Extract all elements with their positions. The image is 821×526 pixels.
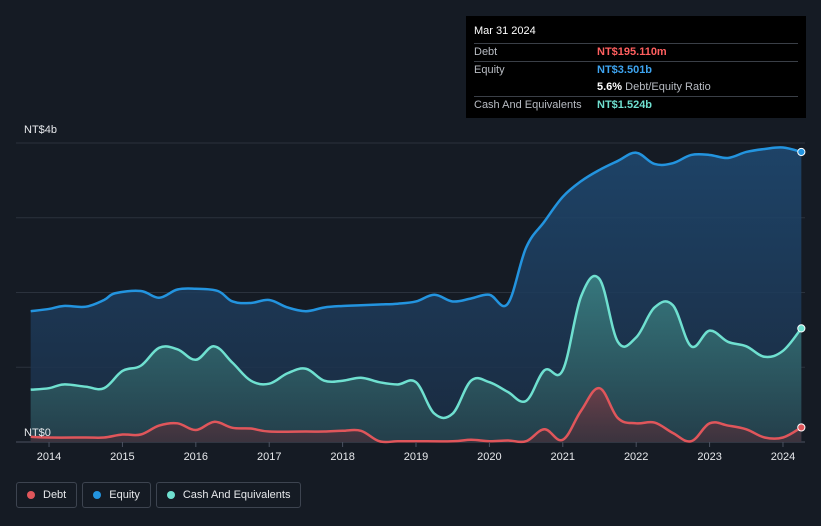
tooltip-row-equity: Equity NT$3.501b bbox=[474, 61, 798, 79]
x-tick-label: 2017 bbox=[257, 451, 281, 463]
y-axis-bottom-label: NT$0 bbox=[24, 427, 51, 439]
series-endpoints bbox=[797, 147, 806, 432]
ratio-value: 5.6% bbox=[597, 81, 623, 93]
tooltip-label: Debt bbox=[474, 46, 498, 58]
legend-label: Cash And Equivalents bbox=[182, 489, 291, 501]
cash-and-equivalents-endpoint bbox=[797, 324, 806, 333]
tooltip-value: 5.6% Debt/Equity Ratio bbox=[597, 79, 711, 96]
x-tick-label: 2024 bbox=[771, 451, 795, 463]
legend-label: Equity bbox=[109, 489, 140, 501]
x-tick-label: 2014 bbox=[37, 451, 61, 463]
tooltip-value: NT$1.524b bbox=[597, 99, 653, 111]
tooltip-value: NT$3.501b bbox=[597, 64, 653, 76]
x-tick-label: 2016 bbox=[184, 451, 208, 463]
legend-label: Debt bbox=[43, 489, 67, 501]
ratio-label: Debt/Equity Ratio bbox=[625, 81, 711, 93]
x-axis-ticks: 2014 2015 2016 2017 2018 2019 2020 2021 2022 2023… bbox=[37, 442, 795, 463]
tooltip-row-ratio: 5.6% Debt/Equity Ratio bbox=[474, 79, 798, 96]
tooltip-panel: Mar 31 2024 Debt NT$195.110m Equity NT$3… bbox=[466, 16, 806, 118]
x-tick-label: 2018 bbox=[330, 451, 354, 463]
x-tick-label: 2023 bbox=[697, 451, 721, 463]
legend-dot-icon bbox=[27, 491, 35, 499]
legend: Debt Equity Cash And Equivalents bbox=[16, 482, 302, 508]
x-tick-label: 2021 bbox=[551, 451, 575, 463]
tooltip-label: Cash And Equivalents bbox=[474, 99, 582, 111]
x-tick-label: 2015 bbox=[110, 451, 134, 463]
debt-line bbox=[30, 386, 802, 444]
equity-line bbox=[30, 146, 802, 313]
series-lines bbox=[30, 146, 803, 444]
legend-item-cash[interactable]: Cash And Equivalents bbox=[155, 482, 302, 508]
legend-item-equity[interactable]: Equity bbox=[82, 482, 151, 508]
legend-dot-icon bbox=[93, 491, 102, 499]
legend-item-debt[interactable]: Debt bbox=[16, 482, 78, 508]
tooltip-row-debt: Debt NT$195.110m bbox=[474, 43, 798, 61]
cash-and-equivalents-line bbox=[30, 274, 803, 420]
tooltip-label bbox=[474, 79, 597, 96]
x-tick-label: 2020 bbox=[477, 451, 501, 463]
debt-endpoint bbox=[797, 423, 806, 432]
tooltip-row-cash: Cash And Equivalents NT$1.524b bbox=[474, 96, 798, 114]
y-axis-top-label: NT$4b bbox=[24, 124, 57, 136]
tooltip-date: Mar 31 2024 bbox=[474, 25, 536, 37]
equity-endpoint bbox=[797, 147, 806, 157]
x-tick-label: 2019 bbox=[404, 451, 428, 463]
tooltip-label: Equity bbox=[474, 64, 505, 76]
x-tick-label: 2022 bbox=[624, 451, 648, 463]
tooltip-value: NT$195.110m bbox=[597, 46, 667, 58]
series-areas bbox=[30, 147, 802, 443]
legend-dot-icon bbox=[166, 491, 175, 499]
